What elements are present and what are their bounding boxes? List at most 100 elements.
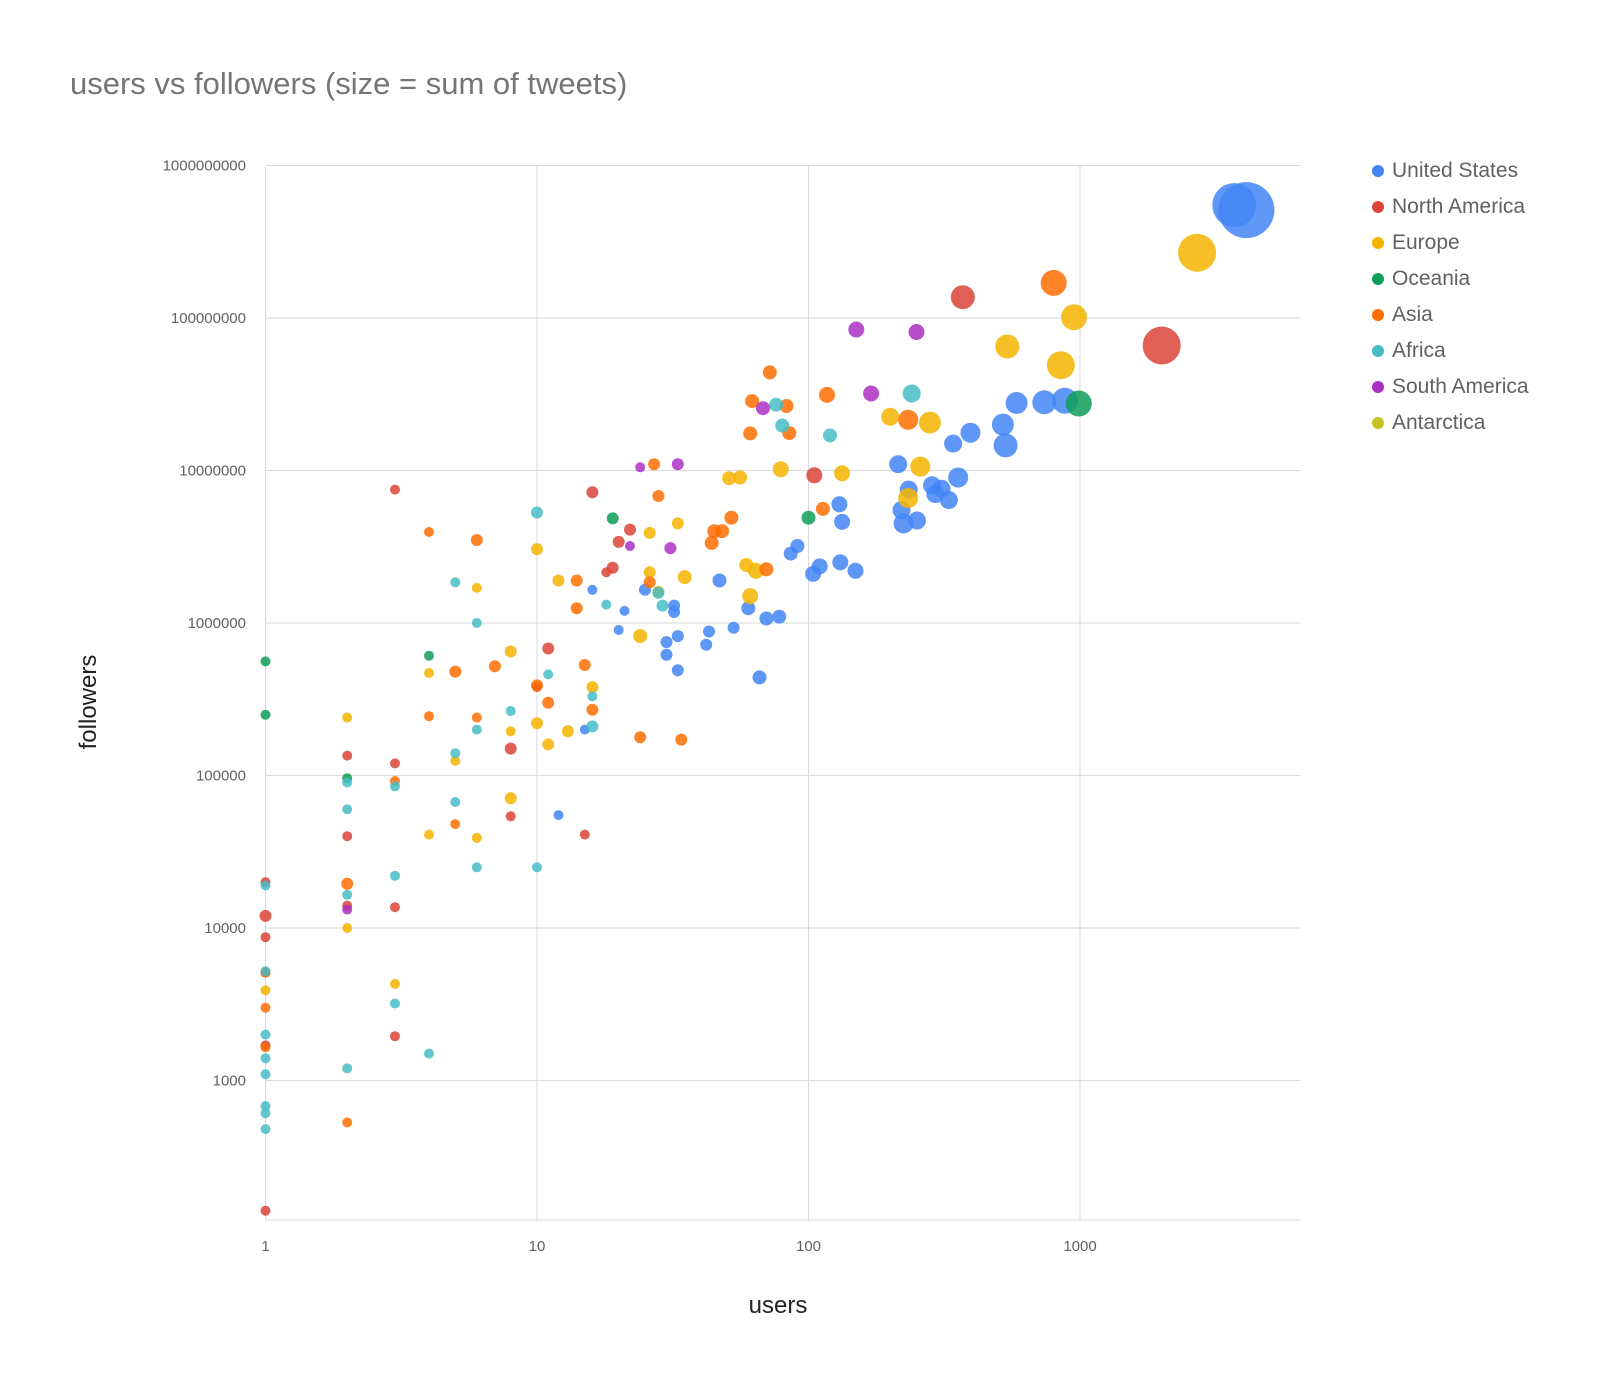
- data-point: [424, 829, 434, 840]
- data-point: [908, 511, 926, 530]
- data-point: [790, 539, 805, 553]
- legend-marker: [1372, 309, 1384, 321]
- data-point: [390, 758, 400, 769]
- data-point: [656, 599, 669, 612]
- data-point: [471, 832, 482, 843]
- data-point: [745, 394, 760, 409]
- data-point: [570, 602, 583, 615]
- data-point: [586, 703, 599, 716]
- data-point: [578, 659, 591, 671]
- legend-item: South America: [1372, 369, 1529, 405]
- legend-label: United States: [1392, 159, 1519, 182]
- data-point: [1005, 392, 1028, 414]
- data-point: [260, 1124, 271, 1135]
- y-tick-label: 100000: [196, 768, 246, 785]
- x-tick-label: 1: [261, 1238, 269, 1255]
- legend: United States North America Europe Oceania A…: [1372, 153, 1529, 441]
- data-point: [652, 586, 665, 599]
- data-point: [1178, 233, 1217, 272]
- data-point: [260, 1205, 271, 1216]
- data-point: [471, 724, 482, 735]
- legend-item: Oceania: [1372, 261, 1529, 297]
- data-point: [660, 636, 673, 649]
- data-point: [390, 978, 400, 989]
- data-point: [260, 709, 271, 720]
- data-point: [908, 324, 925, 340]
- data-point: [775, 418, 790, 433]
- data-point: [259, 909, 272, 922]
- series-group: [342, 321, 925, 915]
- data-point: [342, 904, 353, 915]
- data-point: [587, 691, 598, 702]
- data-point: [848, 321, 865, 338]
- data-point: [993, 433, 1018, 458]
- chart-title: users vs followers (size = sum of tweets…: [70, 66, 628, 101]
- data-point: [664, 542, 677, 555]
- data-point: [553, 810, 564, 821]
- data-point: [823, 428, 837, 443]
- data-point: [260, 966, 271, 977]
- series-group: [260, 384, 921, 1135]
- data-point: [579, 829, 590, 840]
- data-point: [543, 669, 554, 680]
- x-axis-title: users: [749, 1292, 808, 1319]
- data-point: [772, 609, 787, 624]
- data-point: [742, 588, 759, 605]
- data-point: [700, 638, 713, 651]
- legend-label: Europe: [1392, 231, 1460, 254]
- data-point: [471, 712, 482, 723]
- data-point: [260, 1101, 271, 1111]
- data-point: [898, 488, 919, 508]
- legend-item: Europe: [1372, 225, 1529, 261]
- data-point: [881, 407, 900, 426]
- data-point: [724, 510, 739, 525]
- data-point: [424, 711, 434, 722]
- data-point: [542, 642, 555, 655]
- data-point: [471, 618, 482, 628]
- data-point: [704, 535, 719, 550]
- series-group: [260, 390, 1092, 784]
- legend-label: North America: [1392, 195, 1526, 218]
- legend-label: Asia: [1392, 303, 1433, 326]
- data-point: [570, 574, 583, 587]
- data-point: [606, 561, 619, 574]
- data-point: [762, 365, 777, 380]
- data-point: [504, 742, 517, 755]
- data-point: [847, 562, 864, 579]
- data-point: [260, 932, 271, 943]
- legend-marker: [1372, 273, 1384, 285]
- x-tick-label: 1000: [1063, 1238, 1096, 1255]
- data-point: [504, 645, 517, 658]
- data-point: [1046, 351, 1075, 380]
- data-point: [342, 804, 353, 815]
- data-point: [715, 524, 729, 539]
- data-point: [722, 471, 737, 486]
- data-point: [606, 512, 619, 525]
- series-group: [260, 233, 1217, 996]
- data-point: [671, 664, 684, 677]
- legend-marker: [1372, 237, 1384, 249]
- data-point: [260, 1042, 271, 1053]
- legend-label: South America: [1392, 375, 1529, 398]
- data-point: [671, 458, 684, 471]
- data-point: [586, 720, 599, 733]
- data-point: [552, 574, 565, 587]
- data-point: [1218, 182, 1275, 239]
- data-point: [759, 611, 774, 626]
- data-point: [643, 576, 656, 589]
- data-point: [542, 696, 555, 709]
- data-point: [779, 399, 794, 413]
- data-point: [677, 570, 692, 585]
- data-point: [450, 755, 461, 766]
- data-point: [260, 656, 271, 667]
- data-point: [260, 1053, 271, 1064]
- data-point: [819, 386, 835, 403]
- data-point: [531, 506, 543, 519]
- series-group: [553, 182, 1275, 821]
- data-point: [342, 1117, 353, 1128]
- data-point: [769, 397, 784, 412]
- y-tick-label: 1000000: [188, 615, 246, 632]
- data-point: [668, 606, 681, 618]
- data-point: [752, 670, 767, 685]
